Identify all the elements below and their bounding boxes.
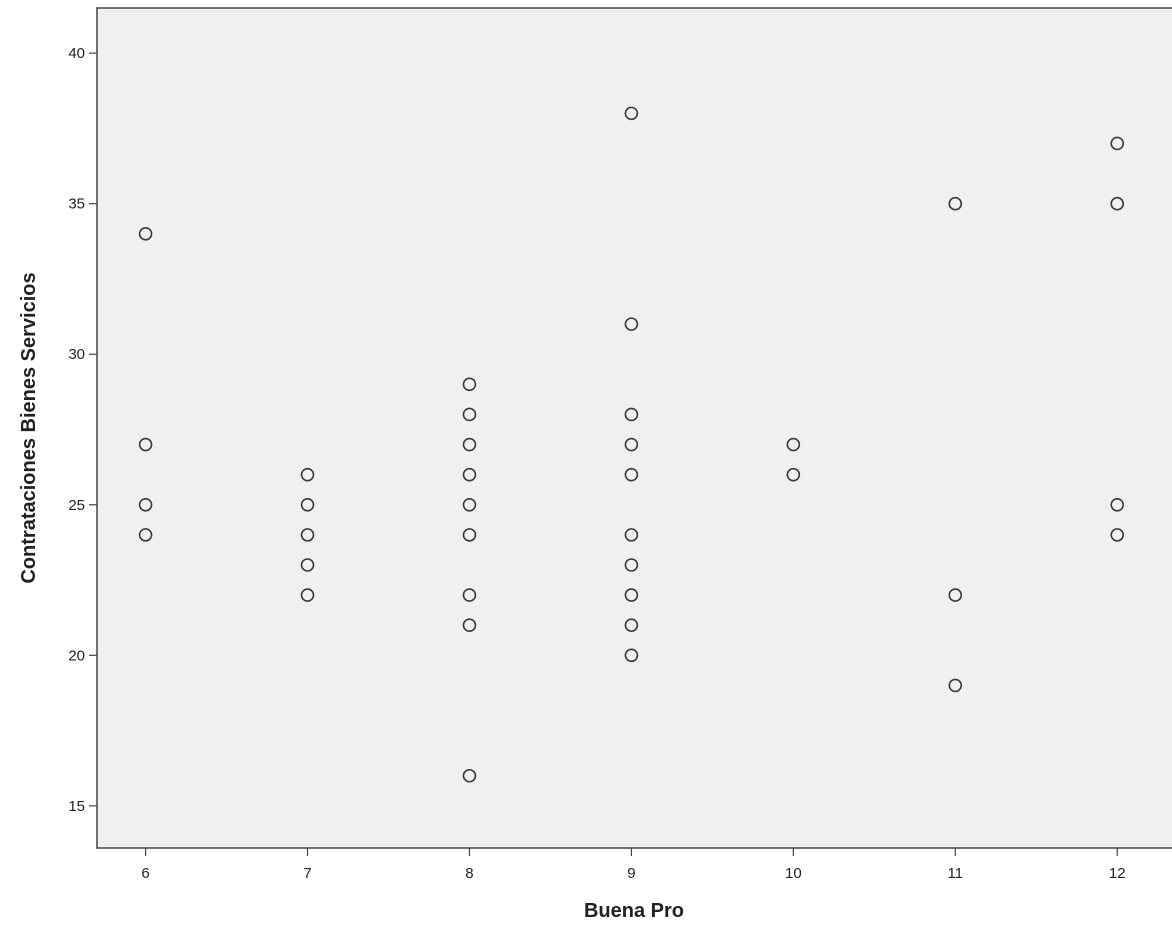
data-point bbox=[300, 467, 315, 482]
data-point bbox=[1110, 136, 1125, 151]
data-point bbox=[462, 467, 477, 482]
data-point bbox=[462, 618, 477, 633]
x-tick-label: 9 bbox=[627, 865, 635, 882]
y-tick-label: 35 bbox=[68, 196, 85, 213]
data-point bbox=[300, 588, 315, 602]
data-point bbox=[462, 588, 477, 602]
y-tick-label: 20 bbox=[68, 647, 85, 664]
data-point bbox=[462, 407, 477, 422]
y-tick-label: 30 bbox=[68, 346, 85, 363]
data-point bbox=[786, 437, 801, 452]
data-point bbox=[462, 528, 477, 542]
data-point bbox=[624, 528, 639, 542]
data-point bbox=[138, 528, 153, 542]
x-axis: 6 7 8 9 10 11 12 bbox=[141, 848, 1126, 882]
data-point bbox=[138, 227, 153, 241]
data-point bbox=[1110, 497, 1125, 512]
x-tick-label: 6 bbox=[141, 865, 149, 882]
data-point bbox=[624, 106, 639, 121]
y-tick-label: 25 bbox=[68, 497, 85, 514]
data-point bbox=[948, 588, 963, 602]
data-point bbox=[624, 467, 639, 482]
x-tick-label: 7 bbox=[303, 865, 311, 882]
data-point bbox=[624, 317, 639, 331]
x-tick-label: 11 bbox=[947, 865, 963, 882]
data-point bbox=[138, 497, 153, 512]
y-tick-label: 40 bbox=[68, 45, 85, 62]
data-point bbox=[948, 678, 963, 693]
x-axis-title: Buena Pro bbox=[584, 900, 684, 922]
y-axis: 15 20 25 30 35 40 bbox=[68, 45, 97, 815]
x-tick-label: 8 bbox=[465, 865, 473, 882]
data-point bbox=[624, 437, 639, 452]
x-tick-label: 12 bbox=[1109, 865, 1126, 882]
data-point bbox=[948, 196, 963, 211]
data-point bbox=[300, 558, 315, 572]
data-point bbox=[462, 768, 477, 783]
y-tick-label: 15 bbox=[68, 798, 85, 815]
data-point bbox=[624, 618, 639, 633]
data-point bbox=[300, 497, 315, 512]
data-points bbox=[138, 106, 1125, 783]
data-point bbox=[1110, 196, 1125, 211]
x-tick-label: 10 bbox=[785, 865, 802, 882]
data-point bbox=[624, 588, 639, 602]
data-point bbox=[462, 497, 477, 512]
y-axis-title: Contrataciones Bienes Servicios bbox=[18, 272, 40, 583]
data-point bbox=[138, 437, 153, 452]
plot-area bbox=[96, 7, 1172, 849]
data-point bbox=[462, 437, 477, 452]
data-point bbox=[300, 528, 315, 542]
data-point bbox=[624, 558, 639, 572]
data-point bbox=[786, 467, 801, 482]
data-point bbox=[624, 407, 639, 422]
data-point bbox=[462, 377, 477, 392]
data-point bbox=[624, 648, 639, 663]
data-point bbox=[1110, 528, 1125, 542]
